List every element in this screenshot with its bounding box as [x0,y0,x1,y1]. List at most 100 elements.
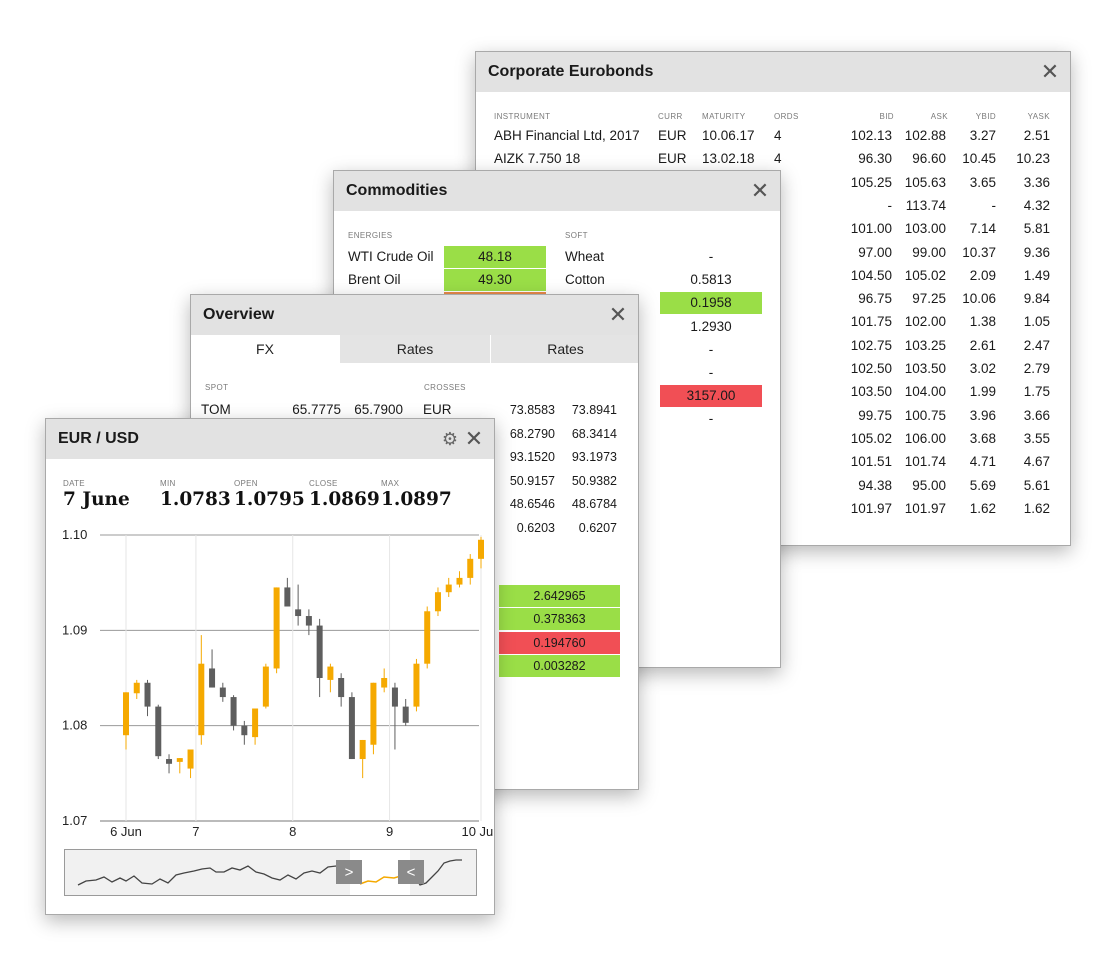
tab-fx[interactable]: FX [191,335,339,363]
table-row[interactable]: -113.74-4.32 [476,195,1070,217]
table-cell: 96.60 [912,151,946,167]
table-cell: 101.51 [850,454,892,470]
stat-value-close: 1.0869 [309,489,380,510]
column-header: CURR [658,112,683,121]
cross-ask: 93.1973 [571,450,617,464]
table-cell: 1.38 [969,314,996,330]
commodity-name: Brent Oil [348,272,401,287]
navigator-line [77,865,351,886]
navigator-line-right [413,859,462,886]
candle-body [295,609,302,617]
table-cell: 10.23 [1016,151,1050,167]
table-cell: 2.61 [969,337,996,353]
rate-value: 0.194760 [499,631,620,654]
table-cell: 3.65 [969,174,996,190]
candle-body [166,759,173,764]
table-cell: 97.00 [858,244,892,260]
cross-ask: 68.3414 [571,426,617,441]
cross-bid: 73.8583 [509,403,555,417]
candlestick-chart[interactable]: 1.07 1.08 1.09 1.10 6 Jun 7 8 9 10 Jun [46,419,495,849]
table-cell: 105.63 [904,174,946,190]
rate-value: 0.003282 [499,654,620,677]
rate-value: 2.642965 [499,585,620,607]
commodity-value: 0.5813 [690,272,732,288]
eurusd-titlebar[interactable]: EUR / USD ⚙ ✕ [46,419,494,459]
close-icon[interactable]: ✕ [1040,59,1060,84]
table-cell: 1.75 [1023,384,1050,400]
candle-body [187,749,194,769]
candle-body [391,687,398,707]
tab-rates[interactable]: Rates [340,335,490,363]
table-row[interactable]: 101.75 102.00 1.38 1.05 [476,311,1070,333]
spot-bid: 65.7775 [292,402,341,417]
table-row[interactable]: 101.00 103.00 7.14 5.81 [476,218,1070,240]
eurusd-window: EUR / USD ⚙ ✕ DATE 7 June MIN 1.0783 OPEN 1.0… [45,418,495,915]
table-row[interactable]: 105.02 106.00 3.68 3.55 [476,428,1070,450]
candle-body [456,577,463,585]
table-cell: 3.36 [1023,174,1050,190]
x-tick-label: 6 Jun [110,824,142,839]
x-tick-label: 7 [192,824,199,839]
commodity-name: Cotton [565,272,605,288]
highlight-strip [444,292,546,295]
table-cell: 2.09 [969,267,996,283]
spot-header: SPOT [205,383,229,392]
candle-body [316,625,323,678]
eurobonds-titlebar[interactable]: Corporate Eurobonds ✕ [476,52,1070,92]
table-cell: 101.00 [850,221,892,237]
candle-body [219,687,226,698]
table-row[interactable]: ABH Financial Ltd, 2017 EUR 10.06.17 4 102.1… [476,125,1070,147]
column-header: INSTRUMENT [494,112,551,121]
table-cell: 106.00 [904,430,946,446]
table-row[interactable]: 101.97 101.97 1.62 1.62 [476,498,1070,520]
candle-body [198,663,205,736]
table-row[interactable]: 102.75 103.25 2.61 2.47 [476,335,1070,357]
stat-label-date: DATE [63,479,85,488]
table-row[interactable]: 102.50 103.50 3.02 2.79 [476,358,1070,380]
table-cell: 99.75 [858,407,892,423]
table-row[interactable]: AIZK 7.750 18 EUR 13.02.18 4 96.30 96.60 10.45… [476,148,1070,170]
candle-body [402,706,409,723]
y-tick-label: 1.07 [62,813,87,828]
column-header: MATURITY [702,112,746,121]
close-icon[interactable]: ✕ [464,426,484,451]
table-row[interactable]: 97.00 99.00 10.37 9.36 [476,242,1070,264]
commodities-titlebar[interactable]: Commodities ✕ [334,171,780,211]
y-tick-label: 1.10 [62,527,87,542]
table-row[interactable]: 105.25 105.63 3.65 3.36 [476,172,1070,194]
table-cell: 2.51 [1023,128,1050,143]
column-header: ORDS [774,112,799,121]
table-cell: 3.96 [969,407,996,423]
table-cell: 101.97 [904,500,946,516]
table-row[interactable]: 101.51 101.74 4.71 4.67 [476,451,1070,473]
navigator-right-handle[interactable]: < [398,860,424,884]
candle-body [133,682,140,694]
tab-rates-2[interactable]: Rates [491,335,638,363]
candle-body [327,666,334,680]
candle-body [209,668,216,688]
table-row[interactable]: 94.38 95.00 5.69 5.61 [476,475,1070,497]
cross-bid: 0.6203 [516,520,555,535]
table-cell: 1.62 [1023,500,1050,516]
table-row[interactable]: 99.75 100.75 3.96 3.66 [476,405,1070,427]
table-row[interactable]: 96.75 97.25 10.06 9.84 [476,288,1070,310]
candle-body [348,697,355,760]
table-row[interactable]: 103.50 104.00 1.99 1.75 [476,381,1070,403]
table-cell: 102.13 [850,128,892,143]
candle-body [424,611,431,664]
close-icon[interactable]: ✕ [750,178,770,203]
candle-body [338,678,345,698]
spot-ask: 65.7900 [354,402,403,417]
table-cell: 104.50 [850,267,892,283]
stat-label-max: MAX [381,479,400,488]
gear-icon[interactable]: ⚙ [441,429,459,449]
candle-body [467,558,474,578]
close-icon[interactable]: ✕ [608,302,628,327]
table-row[interactable]: 104.50 105.02 2.09 1.49 [476,265,1070,287]
table-cell: AIZK 7.750 18 [494,151,581,167]
range-navigator[interactable]: > < [64,849,478,897]
navigator-left-handle[interactable]: > [336,860,362,884]
commodity-name: Wheat [565,249,605,264]
table-cell: 95.00 [912,477,946,493]
overview-titlebar[interactable]: Overview ✕ [191,295,638,335]
